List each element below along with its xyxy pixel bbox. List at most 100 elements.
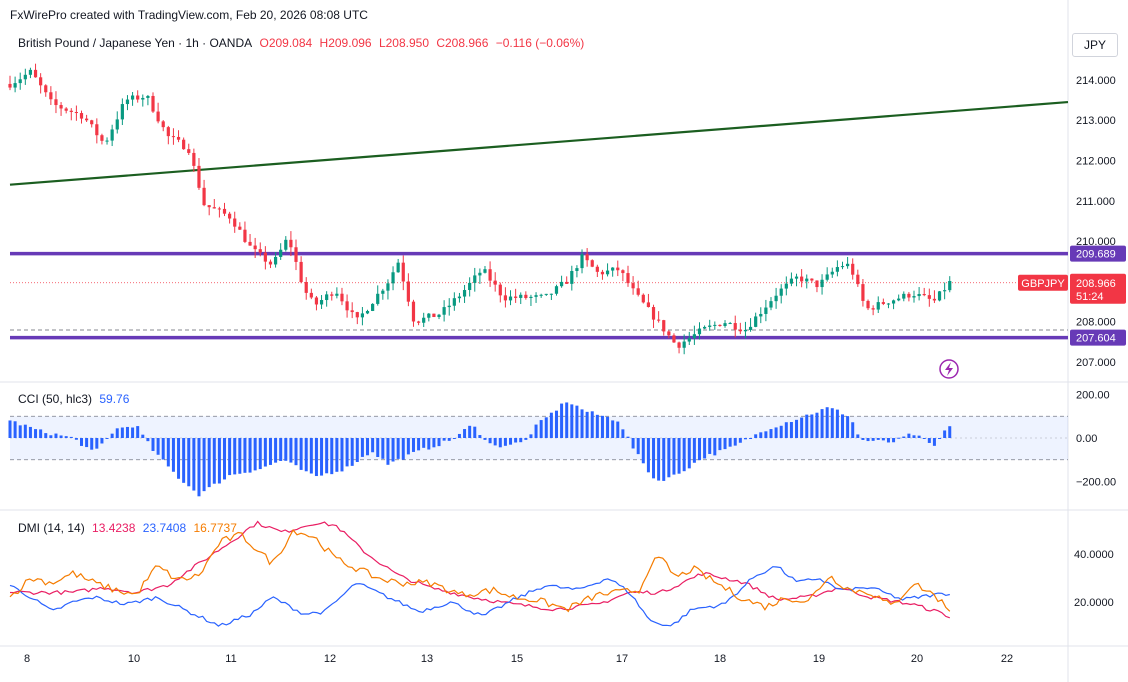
cci-legend: CCI (50, hlc3) 59.76: [18, 392, 133, 406]
candle-body: [243, 229, 247, 242]
cci-bar: [28, 426, 32, 438]
candle-body: [115, 119, 119, 130]
cci-label: CCI (50, hlc3): [18, 392, 93, 406]
candle-body: [279, 249, 283, 257]
time-tick-label: 17: [616, 653, 628, 665]
candle-body: [125, 99, 130, 105]
price-badge-bg: [1070, 273, 1126, 304]
cci-bar: [876, 438, 880, 440]
candle-body: [39, 77, 43, 86]
cci-bar: [764, 431, 768, 438]
candle-body: [33, 69, 38, 78]
candle-body: [682, 341, 686, 348]
candle-body: [69, 110, 73, 113]
candle-body: [452, 298, 456, 306]
cci-bar: [386, 438, 390, 465]
candle-body: [692, 334, 696, 339]
candle-body: [846, 263, 850, 267]
cci-bar: [197, 438, 201, 497]
cci-bar: [902, 436, 906, 438]
candle-body: [861, 284, 865, 301]
candle-body: [559, 281, 564, 287]
instrument-label: British Pound / Japanese Yen · 1h · OAND…: [18, 36, 253, 50]
cci-bar: [217, 438, 221, 484]
candle-body: [391, 272, 395, 284]
time-tick-label: 18: [714, 653, 726, 665]
cci-bar: [406, 438, 410, 455]
candle-body: [8, 83, 12, 88]
cci-bar: [442, 438, 446, 441]
candle-body: [662, 320, 666, 332]
cci-bar: [646, 438, 650, 473]
cci-bar: [938, 438, 942, 439]
open-value: O209.084: [259, 36, 313, 50]
lightning-icon-ring: [939, 359, 959, 379]
currency-button[interactable]: JPY: [1072, 33, 1118, 57]
dmi-tick-label: 20.0000: [1074, 597, 1114, 609]
cci-bar: [74, 438, 78, 440]
dmi-series-line: [9, 528, 951, 613]
candle-body: [769, 301, 773, 308]
cci-bar: [381, 438, 385, 459]
candle-body: [907, 293, 911, 298]
candle-body: [856, 274, 860, 285]
candle-body: [411, 301, 416, 322]
candle-body: [478, 272, 482, 276]
candle-body: [222, 208, 227, 214]
candle-body: [340, 293, 344, 302]
cci-bar: [243, 438, 247, 473]
candle-body: [432, 313, 436, 318]
candle-body: [284, 239, 288, 250]
time-tick-label: 11: [225, 653, 236, 665]
level-badge-lower-bg: [1070, 329, 1126, 346]
cci-bar: [100, 438, 104, 444]
cci-bar: [922, 438, 926, 439]
cci-bar: [534, 424, 538, 438]
cci-bar: [366, 438, 370, 456]
candle-body: [110, 129, 114, 141]
candle-body: [299, 261, 303, 283]
cci-bar: [233, 438, 237, 475]
candle-body: [427, 313, 431, 318]
candle-body: [161, 121, 165, 128]
cci-bar: [631, 438, 635, 449]
candle-body: [636, 288, 640, 295]
cci-bar: [146, 438, 150, 442]
cci-bar: [463, 429, 467, 438]
cci-bar: [932, 438, 936, 446]
dmi-legend: DMI (14, 14) 13.4238 23.7408 16.7737: [18, 521, 241, 535]
cci-bar: [23, 424, 27, 438]
cci-bar: [320, 438, 324, 476]
dmi-series-line: [9, 520, 950, 619]
candle-body: [457, 296, 462, 299]
cci-bar: [708, 438, 712, 454]
candle-body: [810, 278, 814, 281]
cci-tick-label: −200.00: [1076, 477, 1116, 489]
candle-body: [738, 329, 742, 332]
cci-bar: [800, 417, 804, 438]
candle-body: [263, 252, 267, 262]
candle-body: [258, 249, 262, 253]
cci-bar: [110, 433, 114, 438]
cci-bar: [917, 435, 921, 438]
cci-bar: [662, 438, 666, 481]
cci-bar: [340, 438, 344, 472]
candle-body: [202, 187, 206, 206]
dmi-series-line: [9, 566, 950, 627]
price-badge: 208.966: [1076, 278, 1116, 290]
candle-body: [85, 118, 89, 121]
level-badge-upper: 209.689: [1076, 249, 1116, 261]
cci-bar: [473, 426, 477, 438]
cci-bar: [253, 438, 257, 471]
candle-body: [23, 74, 27, 80]
cci-bar: [411, 438, 415, 452]
candle-body: [207, 205, 211, 208]
candle-body: [59, 105, 63, 109]
price-tick-label: 210.000: [1076, 236, 1116, 248]
cci-bar: [529, 434, 533, 438]
candle-body: [314, 297, 319, 305]
cci-bar: [907, 433, 911, 438]
candle-body: [687, 338, 691, 342]
candle-body: [723, 323, 727, 327]
